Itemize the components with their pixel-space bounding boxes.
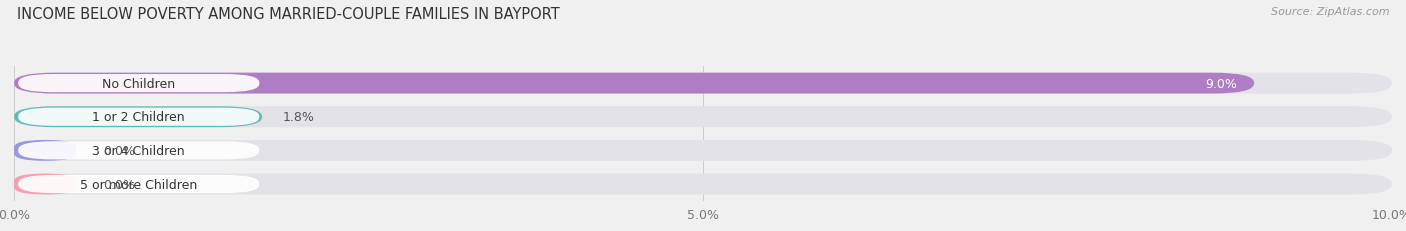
- FancyBboxPatch shape: [14, 73, 1392, 94]
- Text: INCOME BELOW POVERTY AMONG MARRIED-COUPLE FAMILIES IN BAYPORT: INCOME BELOW POVERTY AMONG MARRIED-COUPL…: [17, 7, 560, 22]
- Text: No Children: No Children: [103, 77, 176, 90]
- FancyBboxPatch shape: [14, 174, 1392, 195]
- Text: 0.0%: 0.0%: [104, 178, 135, 191]
- FancyBboxPatch shape: [18, 108, 259, 126]
- FancyBboxPatch shape: [14, 174, 76, 195]
- FancyBboxPatch shape: [14, 73, 1254, 94]
- Text: 5 or more Children: 5 or more Children: [80, 178, 197, 191]
- Text: 3 or 4 Children: 3 or 4 Children: [93, 144, 186, 157]
- FancyBboxPatch shape: [18, 142, 259, 160]
- Text: 1 or 2 Children: 1 or 2 Children: [93, 111, 186, 124]
- FancyBboxPatch shape: [14, 107, 262, 128]
- Text: 0.0%: 0.0%: [104, 144, 135, 157]
- FancyBboxPatch shape: [18, 175, 259, 193]
- FancyBboxPatch shape: [14, 140, 76, 161]
- FancyBboxPatch shape: [14, 107, 1392, 128]
- Text: Source: ZipAtlas.com: Source: ZipAtlas.com: [1271, 7, 1389, 17]
- Text: 1.8%: 1.8%: [283, 111, 315, 124]
- Text: 9.0%: 9.0%: [1206, 77, 1237, 90]
- FancyBboxPatch shape: [18, 75, 259, 93]
- FancyBboxPatch shape: [14, 140, 1392, 161]
